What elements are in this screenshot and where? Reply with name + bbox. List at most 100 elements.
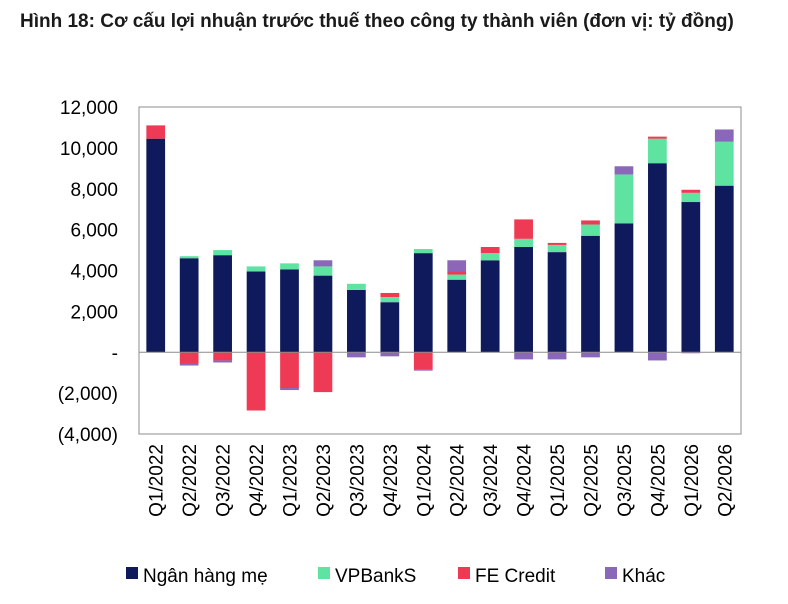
plot-frame xyxy=(138,106,742,435)
bar-segment xyxy=(179,258,199,353)
x-tick-label: Q4/2022 xyxy=(247,444,268,517)
x-tick-label: Q1/2026 xyxy=(682,444,703,517)
bar-segment xyxy=(380,302,400,353)
bar-segment xyxy=(581,235,600,353)
bar-segment xyxy=(280,263,299,270)
bar-segment xyxy=(447,274,467,280)
bar-segment xyxy=(547,252,567,353)
bar-segment xyxy=(280,388,299,391)
bar-segment xyxy=(380,352,400,357)
bar-segment xyxy=(514,238,533,247)
legend-swatch xyxy=(458,567,470,579)
x-tick-label: Q2/2026 xyxy=(715,444,736,517)
bar-segment xyxy=(146,138,166,353)
x-tick-label: Q1/2024 xyxy=(414,444,435,517)
bar-segment xyxy=(313,266,333,276)
bar-segment xyxy=(246,271,266,353)
bar-segment xyxy=(681,192,701,203)
bar-segment xyxy=(547,352,567,360)
bar-segment xyxy=(480,260,500,353)
legend-swatch xyxy=(605,567,617,579)
bar-segment xyxy=(648,163,667,353)
bar-segment xyxy=(648,136,667,139)
bar-segment xyxy=(614,223,634,353)
bar-segment xyxy=(681,352,701,354)
bar-segment xyxy=(347,289,366,353)
bar-segment xyxy=(380,297,400,303)
bar-segment xyxy=(413,369,433,371)
bar-segment xyxy=(480,253,500,261)
bar-segment xyxy=(313,260,333,267)
bar-segment xyxy=(280,352,299,389)
legend-item: Ngân hàng mẹ xyxy=(126,566,268,587)
x-tick-label: Q1/2022 xyxy=(147,444,168,517)
x-tick-label: Q3/2023 xyxy=(347,444,368,517)
y-tick-label: 10,000 xyxy=(60,139,118,160)
bar-segment xyxy=(413,253,433,353)
legend-label: FE Credit xyxy=(475,566,556,587)
x-tick-label: Q4/2023 xyxy=(381,444,402,517)
bar-segment xyxy=(146,125,166,139)
y-tick-label: 12,000 xyxy=(60,98,118,119)
bar-segment xyxy=(514,219,533,239)
x-tick-label: Q1/2025 xyxy=(548,444,569,517)
y-tick-label: - xyxy=(112,343,118,364)
legend-item: FE Credit xyxy=(458,566,556,587)
bar-segment xyxy=(681,189,701,193)
x-tick-label: Q2/2024 xyxy=(448,444,469,517)
y-tick-label: (2,000) xyxy=(58,384,118,405)
bar-segment xyxy=(648,352,667,361)
y-tick-label: (4,000) xyxy=(58,425,118,446)
bar-segment xyxy=(413,352,433,370)
bar-segment xyxy=(581,352,600,358)
bar-segment xyxy=(614,174,634,224)
bar-segment xyxy=(581,220,600,225)
bar-segment xyxy=(514,352,533,360)
legend-item: Khác xyxy=(605,566,665,587)
bar-segment xyxy=(179,363,199,366)
y-axis: 12,000 10,000 8,000 6,000 4,000 2,000 - (2,000)… xyxy=(58,98,742,446)
bar-segment xyxy=(280,269,299,353)
chart-title: Hình 18: Cơ cấu lợi nhuận trước thuế the… xyxy=(20,11,734,32)
bar-segment xyxy=(514,247,533,353)
y-tick-label: 2,000 xyxy=(70,302,118,323)
bar-segment xyxy=(447,279,467,353)
x-tick-label: Q2/2025 xyxy=(582,444,603,517)
legend-label: Khác xyxy=(622,566,665,587)
bar-segment xyxy=(581,224,600,236)
x-axis: Q1/2022 Q2/2022 Q3/2022 Q4/2022 Q1/2023 Q2/20… xyxy=(139,351,741,517)
bar-segment xyxy=(480,247,500,254)
legend-label: VPBankS xyxy=(335,566,416,587)
x-tick-label: Q1/2023 xyxy=(281,444,302,517)
x-tick-label: Q2/2022 xyxy=(180,444,201,517)
bar-segment xyxy=(313,275,333,353)
legend-swatch xyxy=(318,567,330,579)
x-tick-label: Q3/2025 xyxy=(615,444,636,517)
bar-segment xyxy=(380,292,400,298)
bar-segment xyxy=(213,352,232,361)
legend: Ngân hàng mẹ VPBankS FE Credit Khác xyxy=(126,566,665,587)
bar-segment xyxy=(213,250,232,256)
bars xyxy=(146,125,734,411)
bar-segment xyxy=(648,138,667,164)
bar-segment xyxy=(714,185,734,353)
x-tick-label: Q3/2024 xyxy=(481,444,502,517)
bar-segment xyxy=(246,352,266,411)
y-tick-label: 8,000 xyxy=(70,180,118,201)
bar-segment xyxy=(614,166,634,175)
bar-segment xyxy=(547,244,567,253)
bar-segment xyxy=(347,352,366,358)
legend-label: Ngân hàng mẹ xyxy=(143,566,268,587)
bar-segment xyxy=(714,141,734,186)
bar-segment xyxy=(213,255,232,353)
x-tick-label: Q3/2022 xyxy=(214,444,235,517)
y-tick-label: 4,000 xyxy=(70,262,118,283)
bar-segment xyxy=(179,352,199,364)
legend-swatch xyxy=(126,567,138,579)
bar-segment xyxy=(213,360,232,363)
bar-segment xyxy=(714,129,734,142)
bar-segment xyxy=(246,266,266,272)
x-tick-label: Q2/2023 xyxy=(314,444,335,517)
bar-segment xyxy=(313,352,333,393)
